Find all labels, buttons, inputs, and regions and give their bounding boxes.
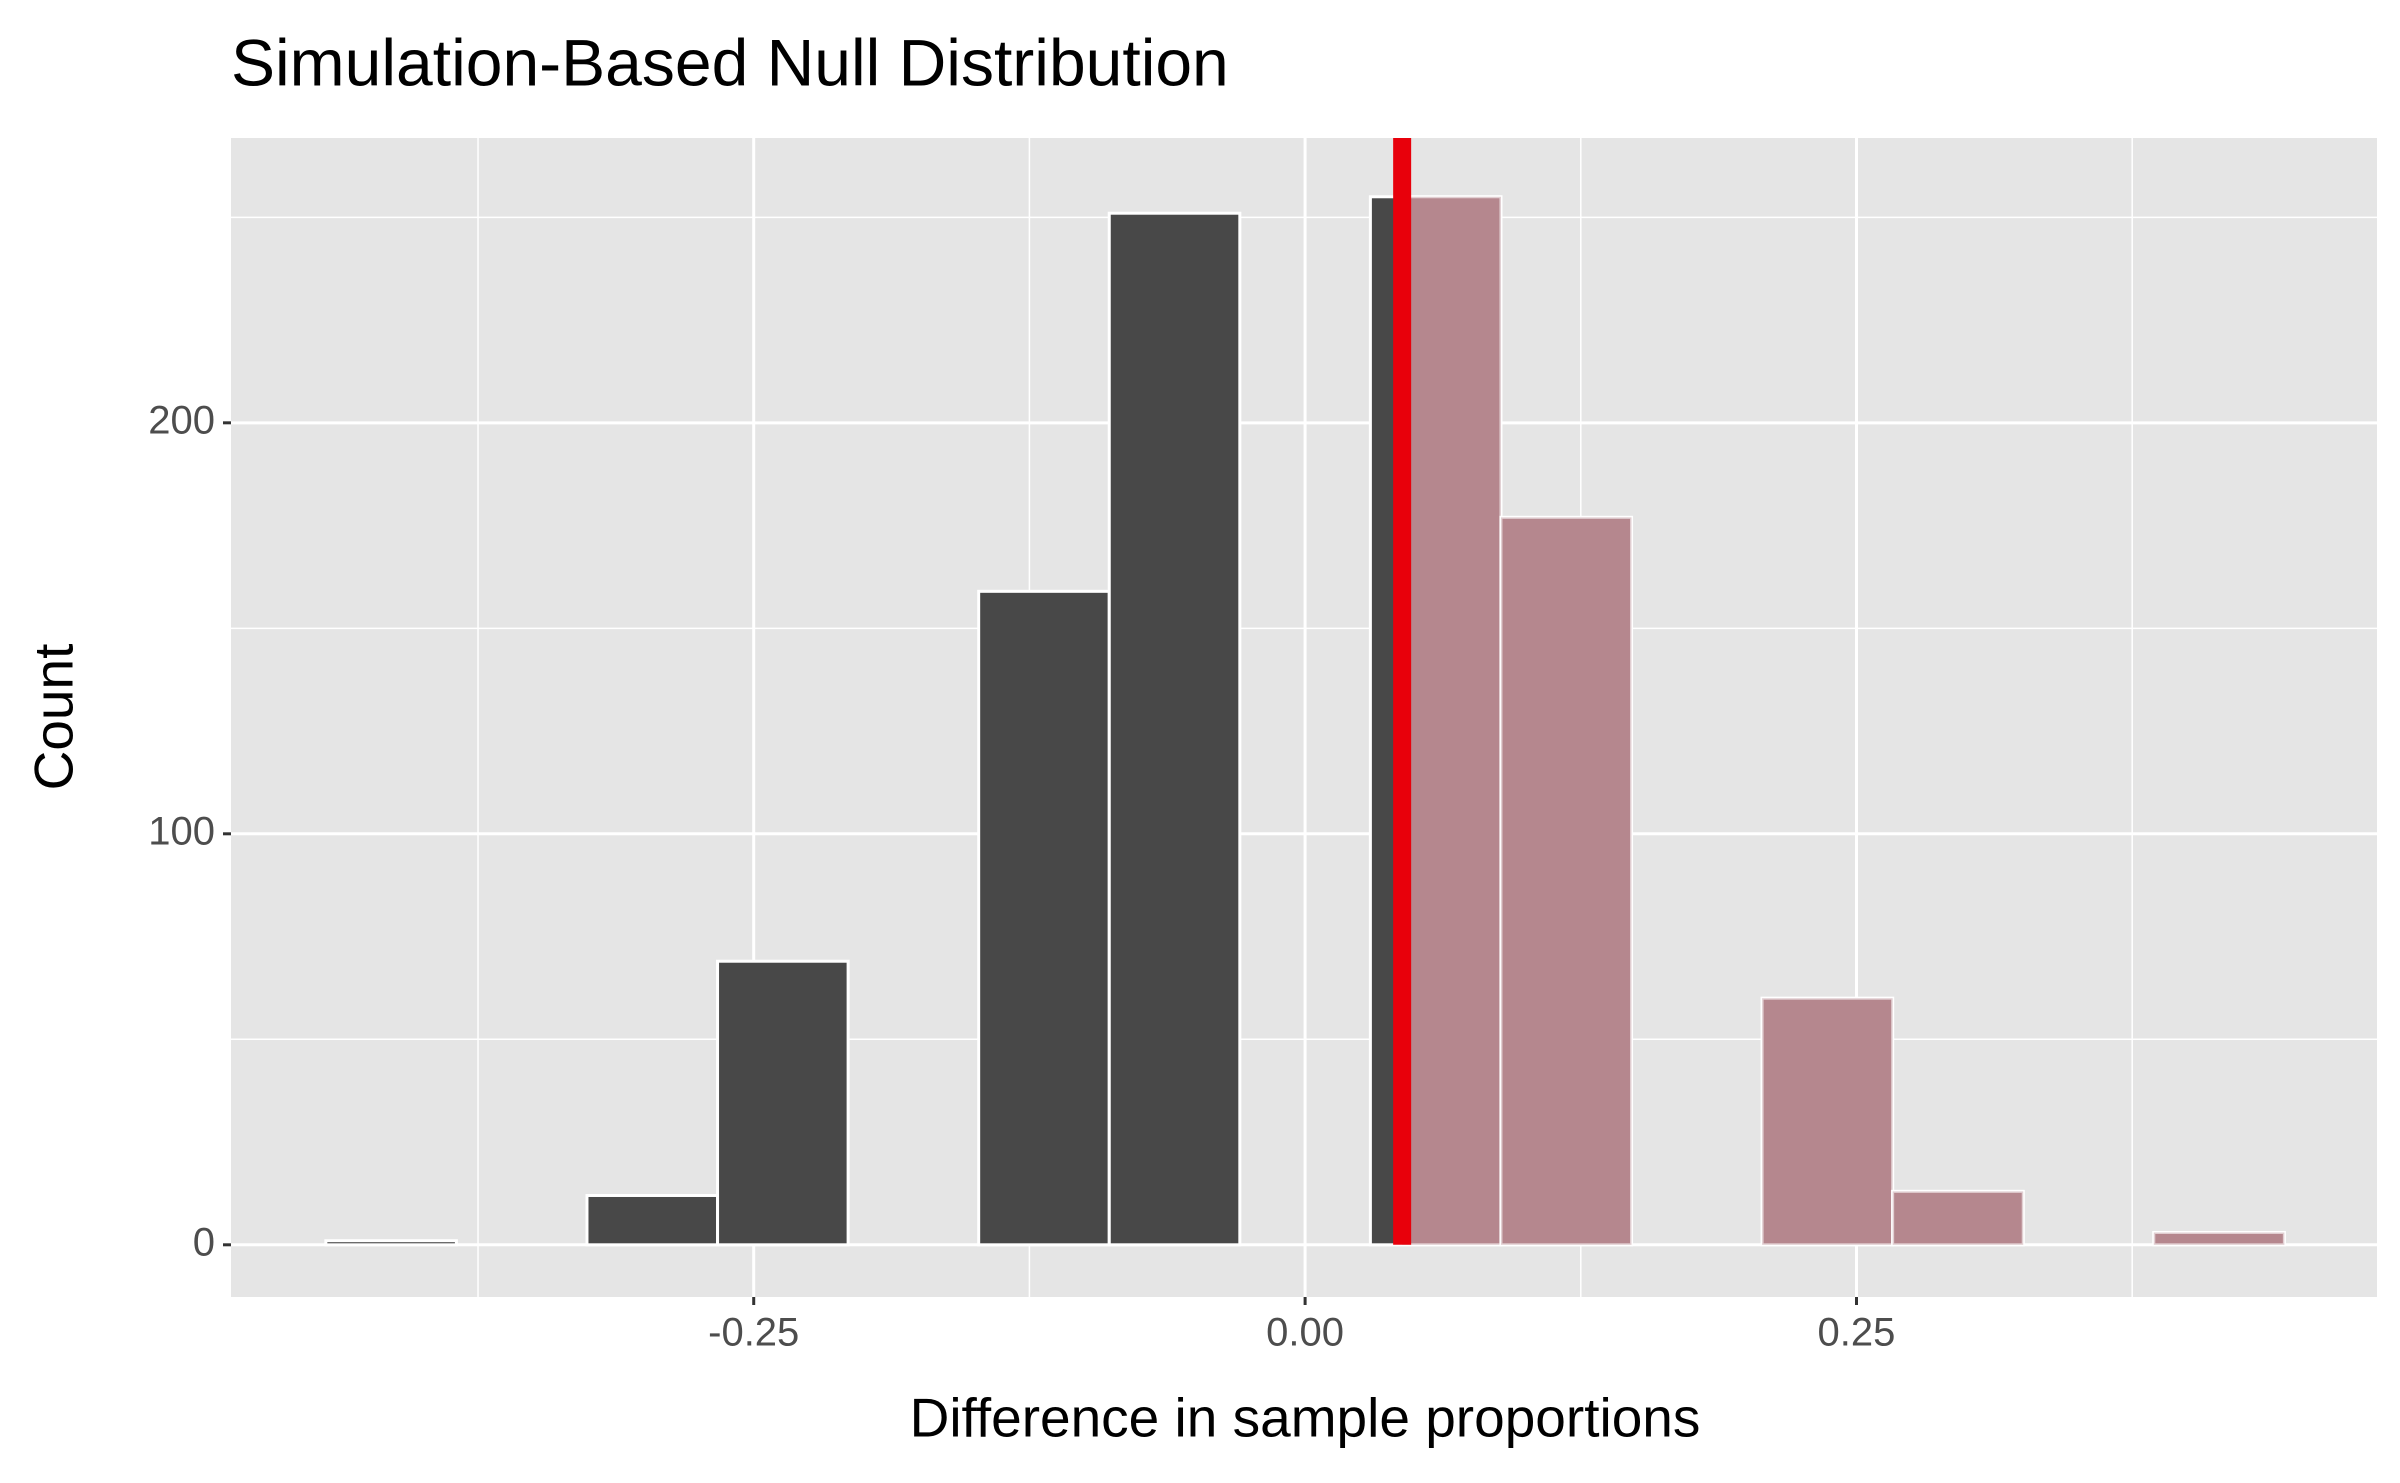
bar — [1107, 211, 1242, 1247]
x-axis-title: Difference in sample proportions — [910, 1387, 1701, 1449]
x-tick-label: 0.00 — [1266, 1311, 1344, 1355]
x-tick-label: 0.25 — [1818, 1311, 1896, 1355]
shaded-bar — [1891, 1189, 2025, 1247]
x-tick-label: -0.25 — [708, 1311, 799, 1355]
y-tick-label: 100 — [148, 809, 215, 853]
shaded-bar — [1760, 996, 1895, 1247]
bar — [977, 589, 1111, 1247]
bar — [324, 1239, 458, 1247]
shaded-bar — [2152, 1230, 2286, 1247]
shaded-bar — [1499, 515, 1634, 1247]
bar — [585, 1193, 720, 1247]
chart-title: Simulation-Based Null Distribution — [231, 25, 1229, 99]
shaded-bar — [1400, 195, 1503, 1247]
y-tick-label: 200 — [148, 398, 215, 442]
bar — [716, 959, 850, 1247]
y-tick-label: 0 — [193, 1220, 215, 1264]
y-axis-title: Count — [23, 644, 85, 791]
